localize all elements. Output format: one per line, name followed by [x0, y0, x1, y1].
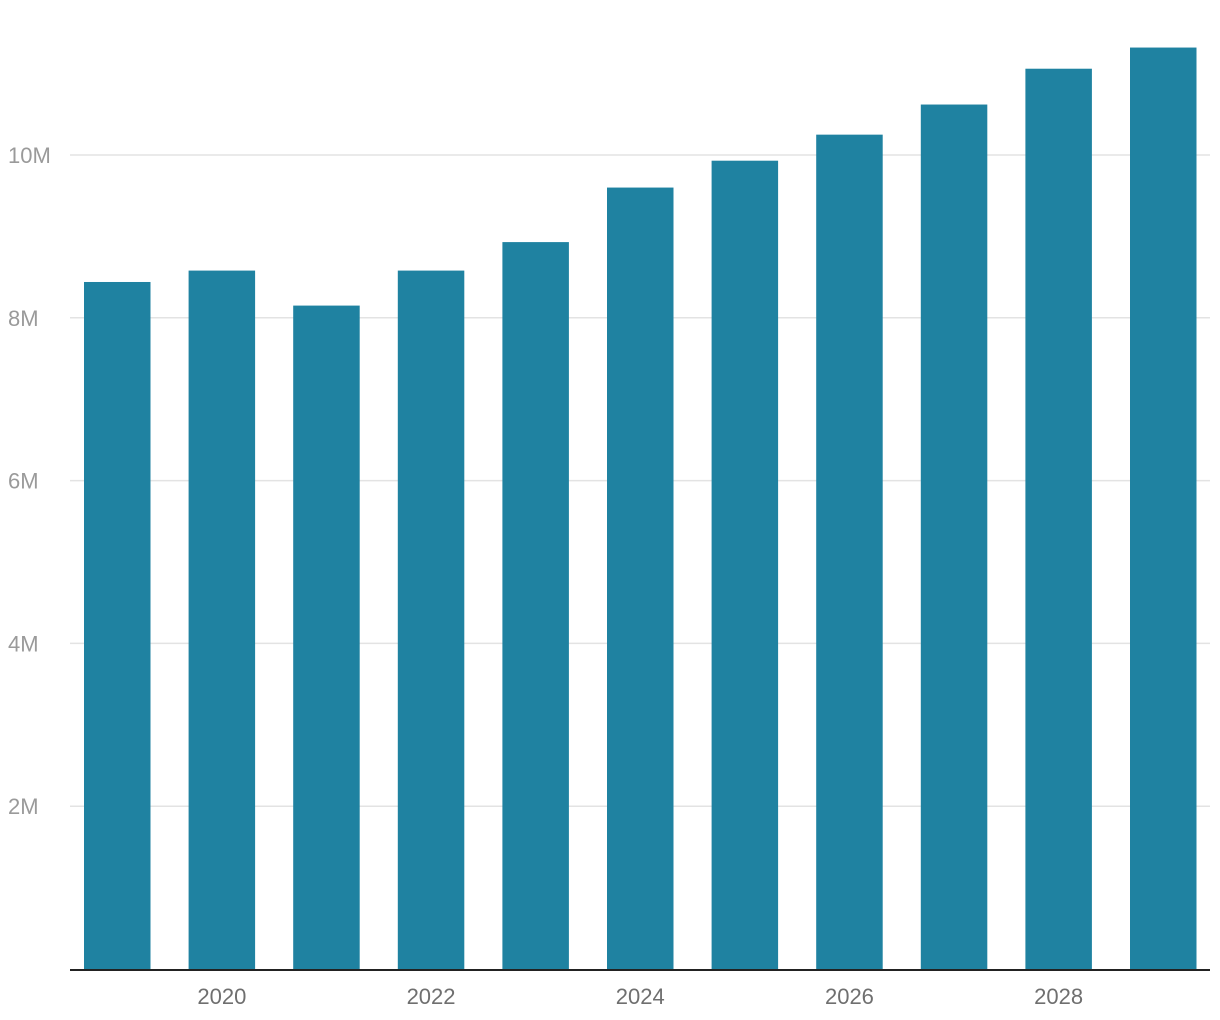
x-tick-label: 2026 — [825, 984, 874, 1009]
bars — [84, 47, 1197, 970]
bar-2023 — [502, 242, 569, 969]
x-tick-label: 2020 — [197, 984, 246, 1009]
bar-2026 — [816, 134, 883, 969]
y-tick-label: 6M — [8, 469, 39, 494]
y-tick-label: 2M — [8, 794, 39, 819]
bar-2021 — [293, 305, 360, 970]
axes: 2M 4M 6M 8M 10M 2020 2022 2024 2026 2028 — [8, 143, 1210, 1009]
bar-2025 — [711, 160, 779, 969]
bar-2020 — [188, 270, 256, 969]
x-tick-label: 2024 — [616, 984, 665, 1009]
y-tick-label: 4M — [8, 631, 39, 656]
x-tick-label: 2028 — [1034, 984, 1083, 1009]
y-tick-label: 10M — [8, 143, 51, 168]
bar-2029 — [1130, 47, 1197, 969]
x-tick-label: 2022 — [407, 984, 456, 1009]
bar-2024 — [607, 187, 674, 969]
bar-2019 — [84, 281, 151, 969]
bar-2027 — [920, 104, 988, 970]
y-tick-label: 8M — [8, 306, 39, 331]
bar-2022 — [397, 270, 465, 969]
bar-2028 — [1025, 68, 1092, 969]
